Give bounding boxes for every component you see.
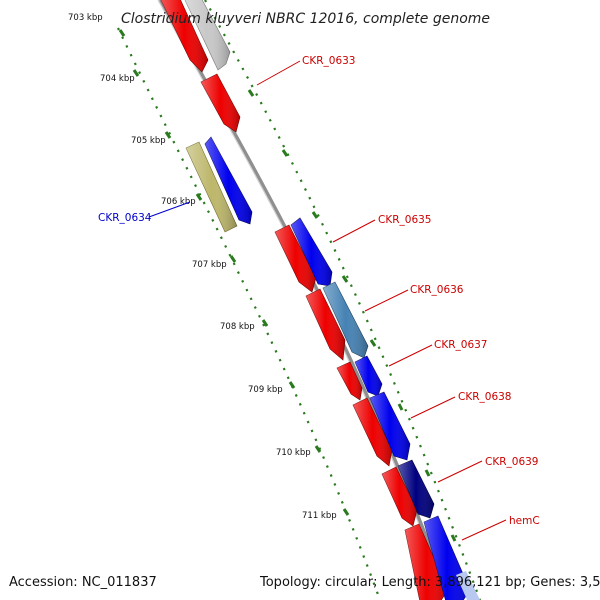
gene-label-hemc[interactable]: hemC (509, 515, 540, 527)
cds-feature-blue-0637[interactable] (354, 355, 383, 397)
genome-summary: Topology: circular; Length: 3,896,121 bp… (259, 575, 600, 590)
gene-label-ckr-0637[interactable]: CKR_0637 (434, 339, 487, 351)
cds-feature-blue-0635[interactable] (290, 217, 333, 287)
kbp-label: 705 kbp (131, 136, 166, 146)
kbp-labels: 703 kbp 704 kbp 705 kbp 706 kbp 707 kbp … (68, 13, 337, 521)
outer-scale-ticks (247, 89, 457, 542)
cds-feature-ckr-0639[interactable] (381, 466, 418, 527)
kbp-label: 708 kbp (220, 322, 255, 332)
inner-scale-ticks (118, 29, 350, 516)
kbp-label: 709 kbp (248, 385, 283, 395)
gene-label-ckr-0634[interactable]: CKR_0634 (98, 212, 152, 224)
cds-feature-blue-0638[interactable] (369, 391, 411, 461)
gene-label-ckr-0639[interactable]: CKR_0639 (485, 456, 538, 468)
label-leaders (148, 60, 507, 541)
forward-strand-features (184, 0, 480, 600)
gene-labels: CKR_0633 CKR_0634 CKR_0635 CKR_0636 CKR_… (98, 55, 540, 527)
cds-feature-ckr-0635[interactable] (274, 224, 317, 293)
gene-label-ckr-0633[interactable]: CKR_0633 (302, 55, 355, 67)
cds-feature-ckr-0634-olive[interactable] (185, 141, 238, 233)
gene-label-ckr-0635[interactable]: CKR_0635 (378, 214, 431, 226)
kbp-label: 707 kbp (192, 260, 227, 270)
cds-feature-ckr-0637[interactable] (336, 361, 363, 401)
gene-label-ckr-0638[interactable]: CKR_0638 (458, 391, 511, 403)
cds-feature-navy-0639[interactable] (397, 459, 435, 519)
reverse-strand-features (160, 0, 449, 600)
cds-feature-ckr-0634-blue[interactable] (204, 136, 253, 225)
gene-label-ckr-0636[interactable]: CKR_0636 (410, 284, 464, 296)
kbp-label: 711 kbp (302, 511, 337, 521)
cds-feature-grey[interactable] (184, 0, 231, 71)
kbp-label: 710 kbp (276, 448, 311, 458)
kbp-label: 704 kbp (100, 74, 135, 84)
kbp-label: 703 kbp (68, 13, 103, 23)
kbp-label: 706 kbp (161, 197, 196, 207)
cds-feature-hemc[interactable] (404, 523, 449, 600)
accession-label: Accession: NC_011837 (9, 575, 157, 590)
cds-feature-light-tail (456, 571, 480, 600)
cds-feature-reverse[interactable] (160, 0, 209, 73)
cds-feature-ckr-0638[interactable] (352, 397, 393, 467)
map-title: Clostridium kluyveri NBRC 12016, complet… (121, 11, 490, 27)
cds-feature-steel-0636[interactable] (322, 281, 369, 359)
cds-feature-ckr-0636[interactable] (305, 288, 346, 361)
cds-feature-ckr-0633[interactable] (200, 73, 241, 133)
